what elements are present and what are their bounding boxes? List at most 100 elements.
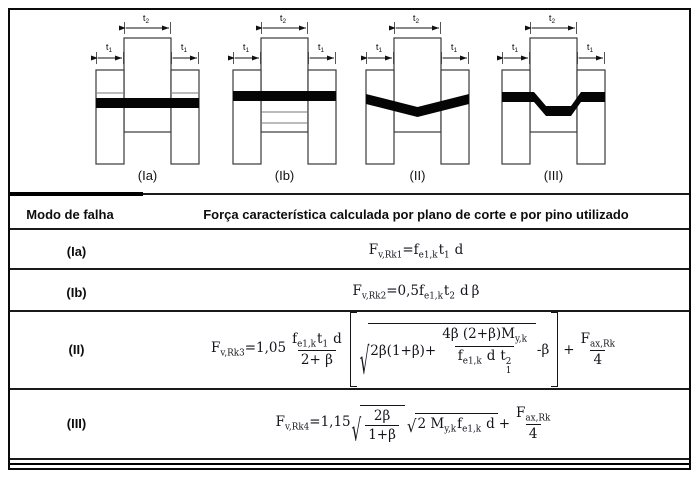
sym: d <box>486 347 496 364</box>
side-member-left <box>232 69 262 165</box>
sym: =1,15 <box>309 414 351 431</box>
t1-label: t1 <box>376 42 383 54</box>
sym: 2 M <box>417 415 445 432</box>
sym: F <box>368 241 379 258</box>
center-member <box>393 37 442 133</box>
fraction-denominator: 2+ β <box>301 352 333 368</box>
mode-label-iii: (III) <box>66 416 87 431</box>
side-member-left <box>365 69 395 165</box>
side-member-right <box>307 69 337 165</box>
radicand: 2β 1+β <box>360 404 405 443</box>
sym: F <box>516 404 526 421</box>
dimension-t1-left: t1 <box>361 42 394 64</box>
mode-label-ib: (Ib) <box>66 284 87 300</box>
sym: 4 <box>528 426 538 443</box>
failure-mode-diagram-ii: t2 t1 t1 (II) <box>361 13 470 183</box>
dimension-t1-right: t1 <box>572 42 605 64</box>
fraction-numerator: 2β <box>374 408 390 424</box>
sym: t <box>443 282 450 299</box>
square-root: √ 2β 1+β <box>352 404 405 445</box>
formula-ii: Fv,Rk3=1,05 fe1,kt1 d 2+ β √ 2β(1+β)+ 4β … <box>143 311 689 388</box>
sym-sub: ax,Rk <box>525 413 551 424</box>
fraction-numerator: Fax,Rk <box>581 331 615 350</box>
table-bottom-rule-2 <box>10 462 689 465</box>
radical-sign: √ <box>406 416 417 437</box>
sym: f <box>457 347 463 364</box>
sym: f <box>457 415 463 432</box>
failure-mode-diagram-ib: t2 t1 t1 (Ib) <box>228 13 337 183</box>
sym: 4β (2+β)M <box>442 326 515 343</box>
sym-sub: 1 <box>444 250 450 261</box>
t2-label: t2 <box>143 13 150 25</box>
sym-sub: y,k <box>444 424 457 435</box>
t1-label: t1 <box>318 42 325 54</box>
row-divider-1 <box>10 268 689 270</box>
formula-iii-lhs: Fv,Rk4=1,15 <box>276 414 351 433</box>
sym: f <box>413 241 419 258</box>
row-divider-3 <box>10 388 689 390</box>
formula-ii-lhs: Fv,Rk3=1,05 <box>211 340 286 359</box>
sym-sub: e1,k <box>462 356 482 367</box>
radicand: 2 My,kfe1,k d <box>415 412 498 435</box>
radicand-expression: 2 My,kfe1,k d <box>417 416 494 435</box>
dimension-t2: t2 <box>389 13 441 34</box>
sym: d <box>333 330 342 347</box>
sym-sub: v,Rk3 <box>220 348 245 359</box>
square-root: √ 2β(1+β)+ 4β (2+β)My,k fe1,k d t 2 1 <box>360 323 536 379</box>
fraction: 2β 1+β <box>365 408 399 443</box>
sym: d <box>459 282 469 299</box>
center-member <box>260 37 309 133</box>
fraction: Fax,Rk 4 <box>578 331 618 369</box>
fraction-numerator: fe1,kt1 d <box>292 331 342 350</box>
t1-label: t1 <box>106 42 113 54</box>
sym: f <box>418 282 424 299</box>
sym: =1,05 <box>244 340 287 357</box>
diagram-label-iii: (III) <box>544 168 564 183</box>
diagram-label-ia: (Ia) <box>138 168 158 183</box>
sym: 2β(1+β)+ <box>370 343 437 359</box>
formula-ib-expression: Fv,Rk2=0,5fe1,kt2 d β <box>353 283 480 302</box>
sym: 4 <box>593 352 603 369</box>
diagram-label-ib: (Ib) <box>275 168 295 183</box>
t1-label: t1 <box>181 42 188 54</box>
fraction: Fax,Rk 4 <box>513 405 553 443</box>
formula-ia-expression: Fv,Rk1=fe1,kt1 d <box>369 242 464 261</box>
sym: -β <box>536 341 550 358</box>
square-root: √ 2 My,kfe1,k d <box>406 412 498 437</box>
failure-mode-diagram-iii: t2 t1 t1 (III) <box>497 13 606 183</box>
radicand: 2β(1+β)+ 4β (2+β)My,k fe1,k d t 2 1 <box>368 323 536 375</box>
sym: t <box>438 241 445 258</box>
column-header-mode: Modo de falha <box>26 206 114 222</box>
sym: F <box>580 330 590 347</box>
header-bottom-rule <box>10 228 689 230</box>
dimension-t2: t2 <box>119 13 171 34</box>
sym-sub: 1 <box>322 339 329 350</box>
sym: d <box>486 415 495 432</box>
fraction-denominator: 1+β <box>368 427 396 443</box>
header-top-rule <box>143 193 689 195</box>
center-member <box>529 37 578 133</box>
sym: f <box>292 330 298 347</box>
close-bracket <box>551 312 559 387</box>
minus-beta-term: -β <box>537 342 549 358</box>
table-bottom-rule-1 <box>10 458 689 460</box>
side-member-right <box>576 69 606 165</box>
fastener-pin <box>96 98 199 108</box>
side-member-right <box>440 69 470 165</box>
mode-label-ia: (Ia) <box>66 243 87 259</box>
sym-sub: y,k <box>514 334 527 345</box>
sym: = <box>402 241 414 258</box>
sym: t <box>317 330 323 347</box>
sym-sub: e1,k <box>423 291 443 302</box>
dimension-t1-right: t1 <box>166 42 199 64</box>
t2-label: t2 <box>413 13 420 25</box>
sym: 2+ β <box>300 352 333 369</box>
row-divider-2 <box>10 310 689 312</box>
radicand-lead: 2β(1+β)+ <box>370 343 436 359</box>
dimension-t2: t2 <box>525 13 577 34</box>
sym-sub: e1,k <box>462 424 482 435</box>
figure-border <box>8 8 691 470</box>
fraction-numerator: 4β (2+β)My,k <box>442 326 527 345</box>
side-member-right <box>170 69 200 165</box>
sym: 2β <box>373 407 391 424</box>
